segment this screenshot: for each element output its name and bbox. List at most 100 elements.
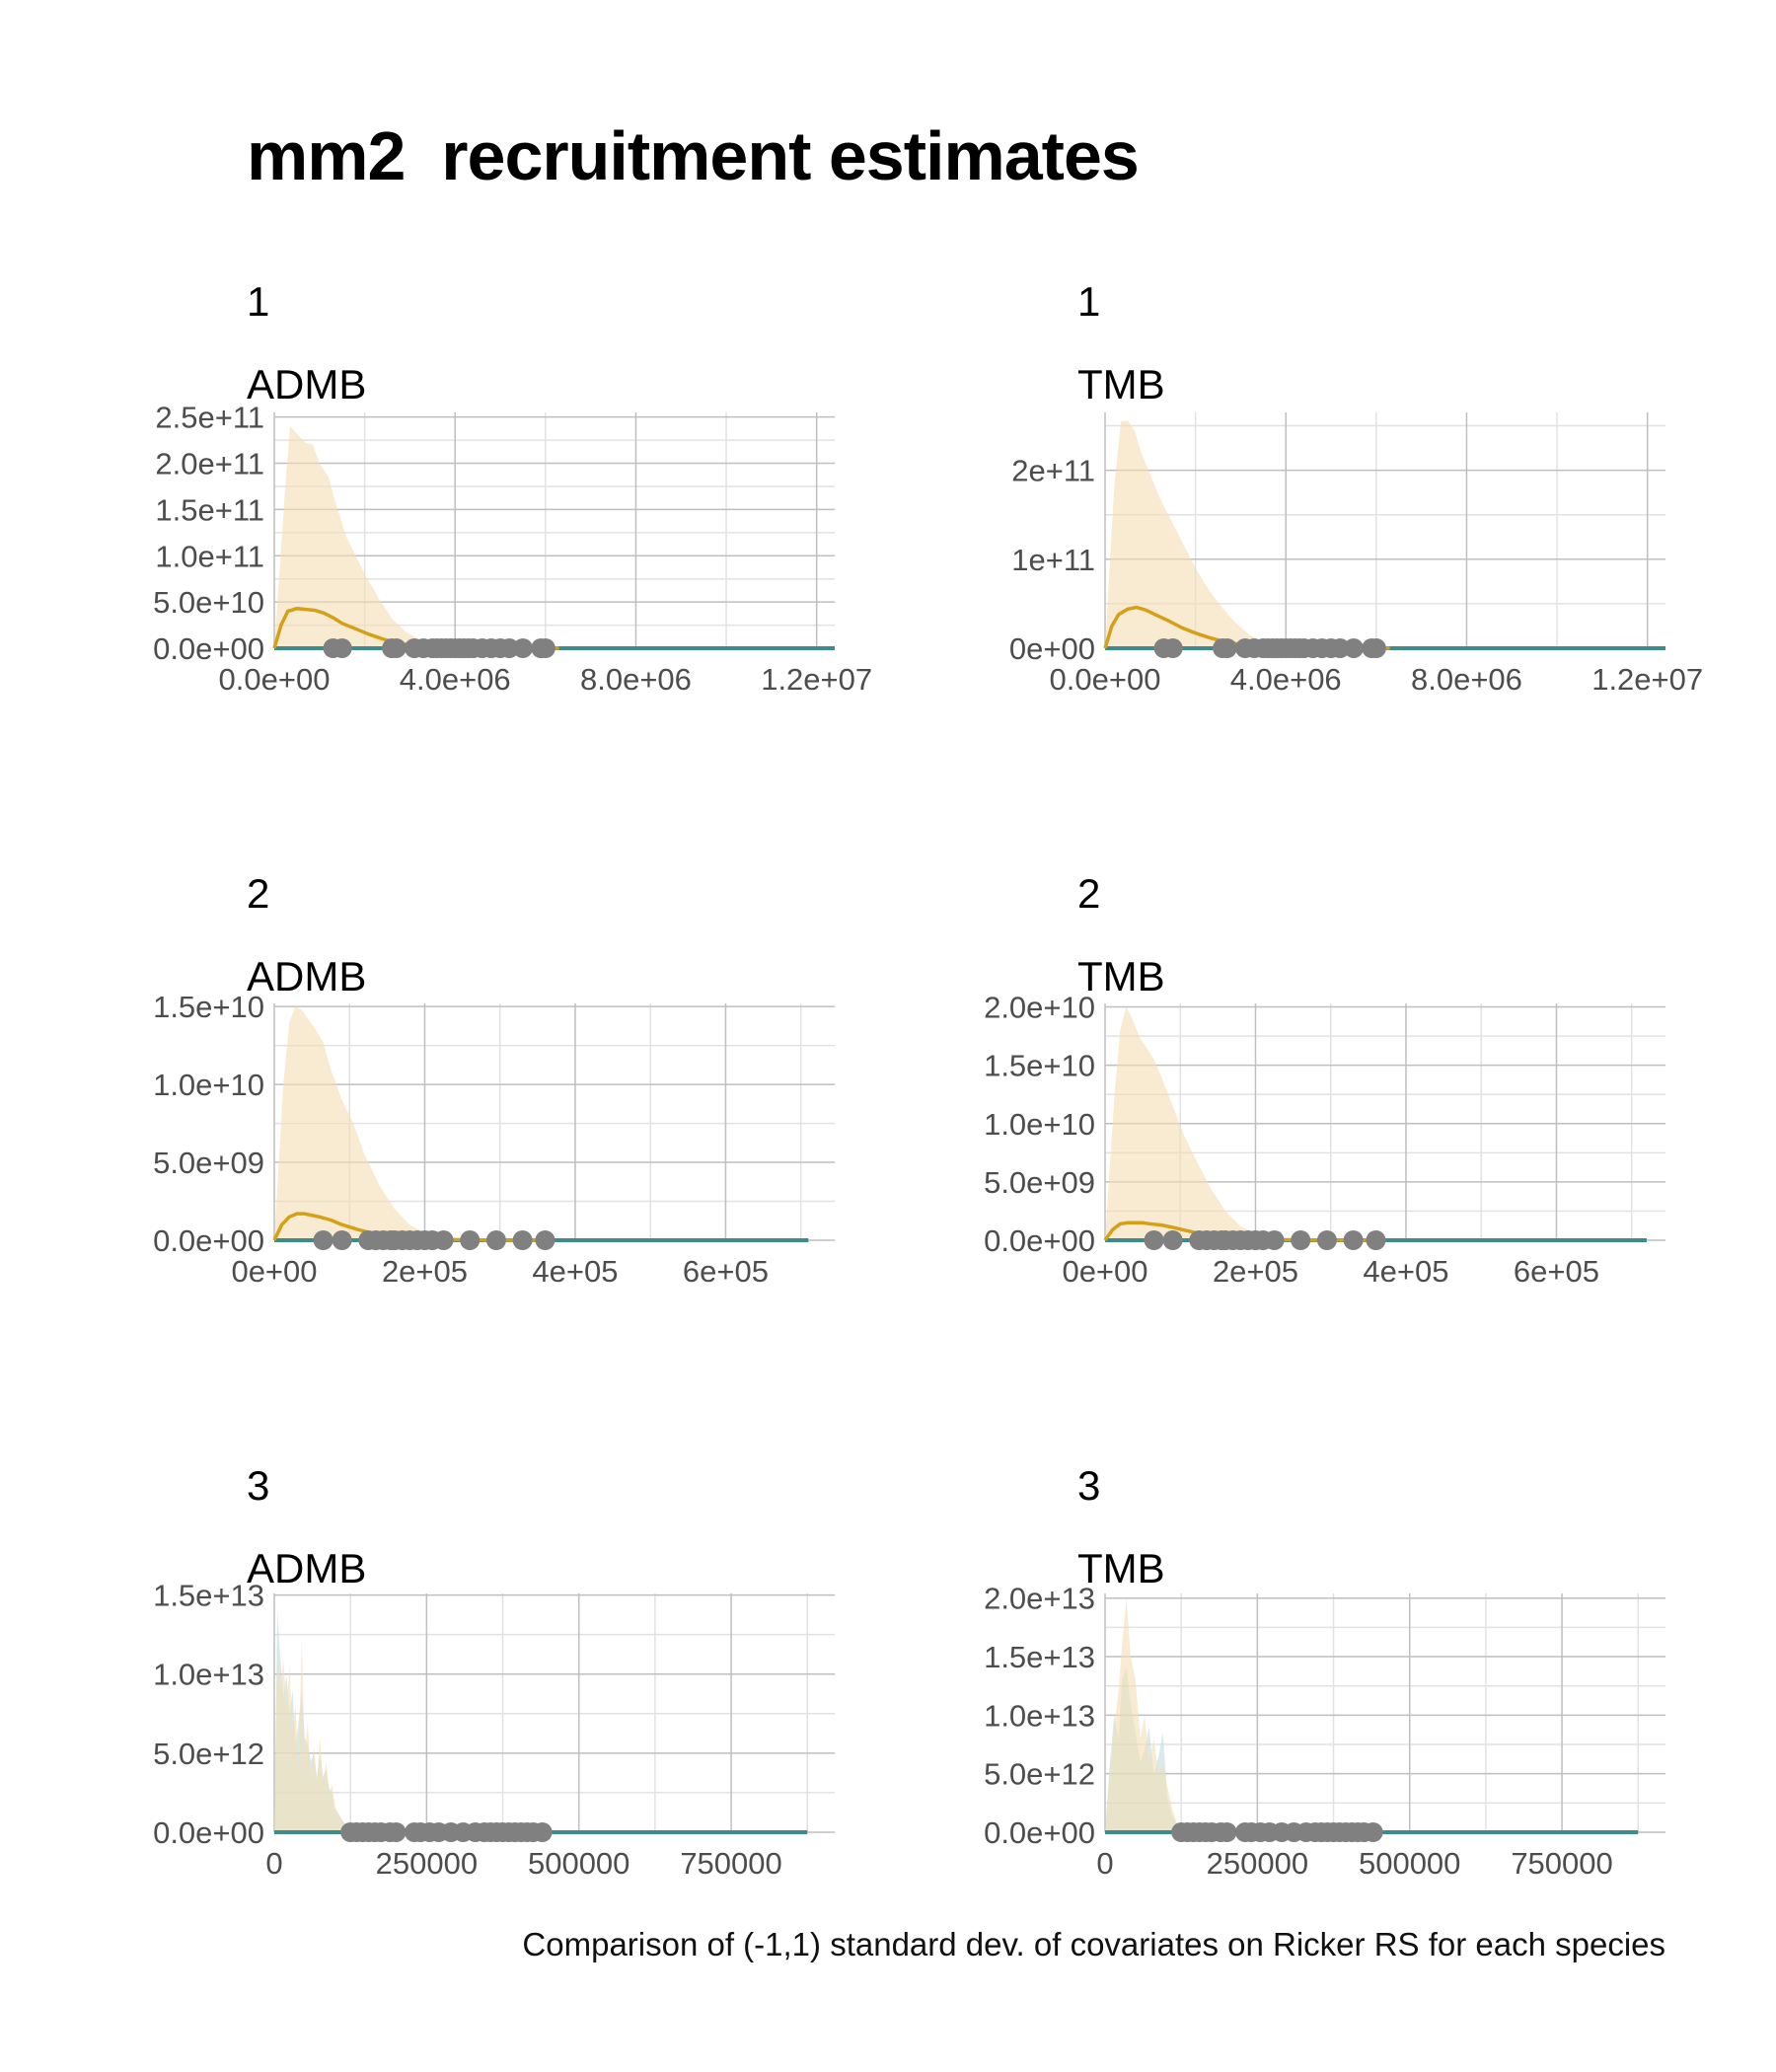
y-tick-label: 0.0e+00 — [153, 1815, 264, 1850]
y-tick-label: 1.5e+10 — [984, 1049, 1095, 1083]
x-tick-label: 0.0e+00 — [1050, 662, 1161, 697]
observation-point — [1162, 638, 1183, 658]
x-tick-label: 4.0e+06 — [400, 662, 511, 697]
y-tick-label: 5.0e+12 — [153, 1737, 264, 1771]
x-tick-label: 500000 — [1359, 1846, 1460, 1881]
observation-point — [1366, 638, 1386, 658]
y-tick-label: 1e+11 — [1011, 543, 1095, 577]
y-tick-label: 1.5e+13 — [984, 1640, 1095, 1674]
x-tick-label: 1.2e+07 — [1591, 662, 1703, 697]
y-tick-label: 1.0e+11 — [155, 539, 264, 573]
observation-point — [386, 1822, 407, 1842]
x-tick-label: 0 — [265, 1846, 282, 1881]
y-tick-label: 1.0e+13 — [153, 1658, 264, 1692]
uncertainty-band-orange — [1105, 1597, 1185, 1832]
model-label: ADMB — [247, 1545, 366, 1591]
observation-point — [1291, 1230, 1311, 1250]
y-tick-label: 2e+11 — [1011, 454, 1095, 488]
observation-point — [1363, 1822, 1383, 1842]
observation-point — [1343, 1230, 1364, 1250]
observation-point — [1316, 1230, 1337, 1250]
y-tick-label: 5.0e+10 — [153, 585, 264, 620]
observation-point — [512, 1230, 533, 1250]
species-label: 2 — [1077, 870, 1100, 917]
observation-point — [1217, 638, 1237, 658]
x-tick-label: 6e+05 — [683, 1254, 769, 1289]
y-tick-label: 5.0e+09 — [984, 1165, 1095, 1200]
observation-point — [535, 638, 555, 658]
species-label: 1 — [247, 278, 269, 325]
x-tick-label: 0e+00 — [1062, 1254, 1147, 1289]
uncertainty-band-orange — [274, 426, 559, 648]
panel-2-admb: 2 ADMB 0.0e+00 5.0e+09 1.0e+10 1.5e+10 0e+00 2e… — [153, 870, 835, 1289]
figure-title: mm2 recruitment estimates — [247, 117, 1140, 194]
x-tick-label: 250000 — [376, 1846, 478, 1881]
y-tick-label: 1.5e+11 — [155, 492, 264, 527]
observation-point — [433, 1230, 454, 1250]
y-tick-label: 0.0e+00 — [153, 631, 264, 666]
y-tick-label: 0.0e+00 — [984, 1223, 1095, 1258]
observation-point — [499, 638, 520, 658]
y-tick-label: 1.0e+10 — [984, 1107, 1095, 1142]
y-tick-label: 1.5e+13 — [153, 1579, 264, 1613]
uncertainty-band-orange — [1105, 420, 1390, 648]
x-tick-label: 500000 — [528, 1846, 629, 1881]
species-label: 3 — [1077, 1462, 1100, 1509]
panel-3-admb: 3 ADMB 0.0e+00 5.0e+12 1.0e+13 1.5e+13 0 250000… — [153, 1462, 835, 1881]
x-tick-label: 8.0e+06 — [580, 662, 692, 697]
observation-point — [1162, 1230, 1183, 1250]
x-tick-label: 4.0e+06 — [1230, 662, 1342, 697]
y-tick-label: 2.5e+11 — [155, 401, 264, 435]
observation-point — [313, 1230, 333, 1250]
observation-point — [485, 1230, 506, 1250]
species-label: 3 — [247, 1462, 269, 1509]
x-tick-label: 6e+05 — [1514, 1254, 1599, 1289]
observation-point — [1366, 1230, 1386, 1250]
x-tick-label: 250000 — [1207, 1846, 1308, 1881]
y-tick-label: 0e+00 — [1009, 631, 1095, 666]
uncertainty-band-orange — [1105, 1006, 1376, 1240]
observation-point — [332, 1230, 352, 1250]
model-label: ADMB — [247, 953, 366, 999]
x-tick-label: 2e+05 — [1213, 1254, 1298, 1289]
y-tick-label: 2.0e+10 — [984, 991, 1095, 1025]
x-tick-label: 750000 — [680, 1846, 781, 1881]
model-label: TMB — [1077, 1545, 1165, 1591]
x-tick-label: 2e+05 — [382, 1254, 468, 1289]
observation-point — [532, 1822, 553, 1842]
figure-caption: Comparison of (-1,1) standard dev. of co… — [522, 1926, 1665, 1962]
x-tick-label: 750000 — [1511, 1846, 1612, 1881]
x-tick-label: 0 — [1096, 1846, 1113, 1881]
y-tick-label: 2.0e+13 — [984, 1582, 1095, 1616]
y-tick-label: 2.0e+11 — [155, 447, 264, 481]
x-tick-label: 8.0e+06 — [1411, 662, 1522, 697]
observation-point — [460, 1230, 481, 1250]
observation-point — [1330, 638, 1351, 658]
model-label: TMB — [1077, 361, 1165, 407]
y-tick-label: 5.0e+09 — [153, 1146, 264, 1180]
uncertainty-band-orange — [274, 1006, 546, 1240]
observation-point — [332, 638, 352, 658]
y-tick-label: 1.5e+10 — [153, 990, 264, 1024]
observation-point — [1217, 1822, 1237, 1842]
x-tick-label: 0.0e+00 — [219, 662, 331, 697]
panel-1-tmb: 1 TMB 0e+00 1e+11 2e+11 0.0e+00 4.0e+06 8.0e+06… — [1009, 278, 1703, 697]
model-label: ADMB — [247, 361, 366, 407]
x-tick-label: 1.2e+07 — [761, 662, 872, 697]
observation-point — [535, 1230, 555, 1250]
x-tick-label: 4e+05 — [532, 1254, 618, 1289]
panel-2-tmb: 2 TMB 0.0e+00 5.0e+09 1.0e+10 1.5e+10 2.0e+10 0… — [984, 870, 1665, 1289]
y-tick-label: 5.0e+12 — [984, 1757, 1095, 1792]
y-tick-label: 0.0e+00 — [984, 1815, 1095, 1850]
panel-3-tmb: 3 TMB 0.0e+00 5.0e+12 1.0e+13 1.5e+13 2.0e+13 0… — [984, 1462, 1665, 1881]
panel-1-admb: 1 ADMB 0.0e+00 5.0e+10 1.0e+11 1.5e+11 2.0e+11… — [153, 278, 872, 697]
observation-point — [1264, 1230, 1285, 1250]
observation-point — [1343, 638, 1364, 658]
observation-point — [1144, 1230, 1164, 1250]
y-tick-label: 1.0e+13 — [984, 1698, 1095, 1733]
x-tick-label: 0e+00 — [231, 1254, 317, 1289]
uncertainty-band-orange — [274, 1637, 354, 1832]
model-label: TMB — [1077, 953, 1165, 999]
observation-point — [512, 638, 533, 658]
